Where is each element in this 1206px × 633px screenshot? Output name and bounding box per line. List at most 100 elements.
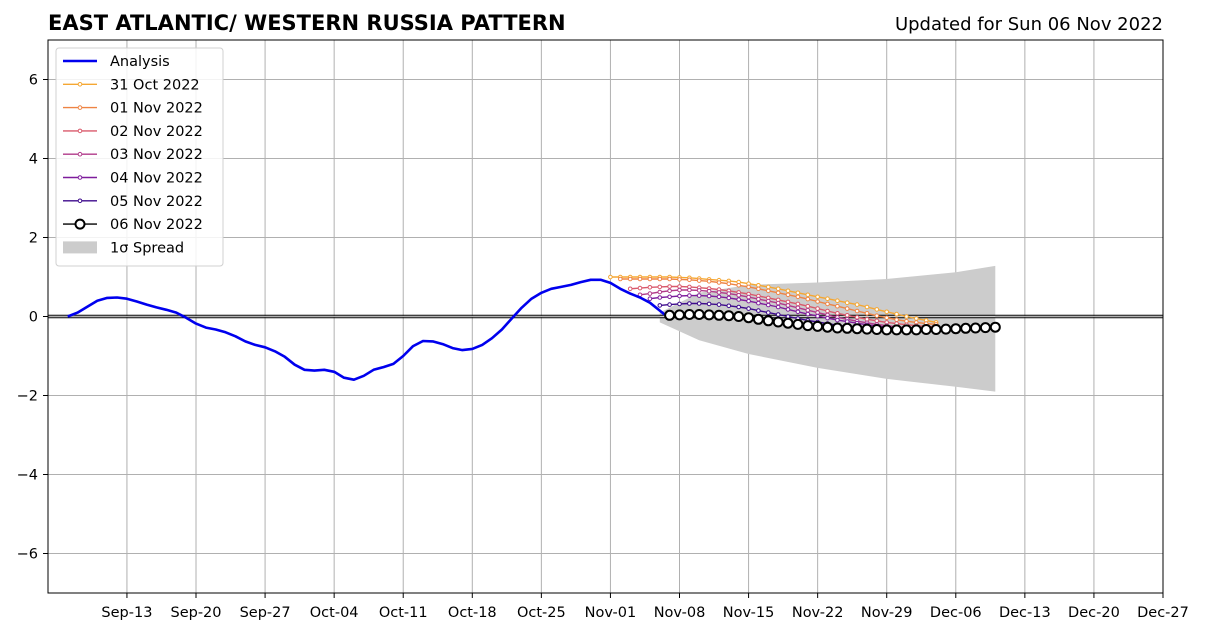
current-forecast-point <box>950 323 962 335</box>
forecast-point <box>657 289 663 295</box>
forecast-point <box>835 303 840 309</box>
current-forecast-point <box>822 321 833 333</box>
y-tick-label: −2 <box>17 389 38 405</box>
forecast-point <box>756 300 761 306</box>
forecast-point <box>736 292 742 298</box>
current-forecast-point <box>891 324 903 336</box>
forecast-point <box>805 296 811 302</box>
x-tick-label: Sep-27 <box>240 605 291 621</box>
forecast-point <box>736 297 742 302</box>
forecast-point <box>815 299 820 304</box>
y-tick-label: 0 <box>29 310 38 326</box>
current-forecast-point <box>812 320 824 332</box>
y-tick-label: 4 <box>29 152 38 168</box>
x-tick-label: Nov-08 <box>654 605 706 621</box>
forecast-point <box>884 309 890 315</box>
forecast-point <box>835 317 840 323</box>
x-tick-label: Oct-25 <box>517 605 566 621</box>
current-forecast-point <box>920 324 932 335</box>
forecast-point <box>864 304 870 310</box>
legend-label: Analysis <box>110 54 170 70</box>
forecast-point <box>667 302 672 307</box>
x-tick-label: Oct-04 <box>310 605 359 621</box>
forecast-point <box>687 287 692 293</box>
plot-frame <box>47 39 1164 594</box>
current-forecast-point <box>792 318 804 330</box>
legend-swatch-marker <box>77 82 83 87</box>
forecast-point <box>696 288 702 293</box>
current-forecast-point <box>733 311 745 322</box>
forecast-point <box>677 301 682 307</box>
forecast-point <box>805 303 811 309</box>
current-forecast-point <box>861 323 873 335</box>
forecast-point <box>775 312 781 317</box>
forecast-point <box>657 303 663 308</box>
forecast-point <box>746 284 751 290</box>
legend-label: 01 Nov 2022 <box>110 101 203 117</box>
forecast-point <box>894 311 899 317</box>
forecast-point <box>687 277 692 283</box>
forecast-point <box>775 286 781 292</box>
forecast-point <box>667 294 672 300</box>
x-tick-label: Dec-20 <box>1068 605 1120 621</box>
forecast-point <box>657 295 663 300</box>
legend-label: 31 Oct 2022 <box>110 77 200 93</box>
forecast-point <box>716 302 722 307</box>
current-forecast-point <box>841 322 853 334</box>
forecast-point <box>647 296 653 302</box>
current-forecast-point <box>960 322 972 334</box>
forecast-point <box>756 308 761 313</box>
forecast-point <box>716 280 722 285</box>
forecast-point <box>785 303 791 308</box>
forecast-point <box>618 276 623 282</box>
forecast-point <box>687 293 692 298</box>
forecast-point <box>844 300 850 306</box>
x-tick-label: Sep-20 <box>171 605 222 621</box>
current-forecast-point <box>989 321 1001 333</box>
forecast-point <box>647 285 653 290</box>
forecast-point <box>815 306 820 311</box>
legend-swatch-marker <box>77 198 83 204</box>
legend-label: 06 Nov 2022 <box>110 217 203 233</box>
x-tick-label: Dec-06 <box>930 605 982 621</box>
current-forecast-point <box>782 317 794 329</box>
forecast-point <box>637 285 643 291</box>
current-forecast-point <box>851 323 863 335</box>
forecast-point <box>746 294 751 300</box>
current-forecast-point <box>743 312 755 324</box>
forecast-point <box>766 284 771 290</box>
forecast-point <box>756 286 761 292</box>
current-forecast-point <box>831 322 843 334</box>
legend: Analysis 31 Oct 2022 01 Nov 2022 02 Nov 202… <box>55 47 224 267</box>
axes: Sep-13 Sep-20 Sep-27 Oct-04 Oct-11 Oct-18 Oct-… <box>17 39 1189 621</box>
forecast-point <box>716 294 722 300</box>
x-tick-label: Oct-11 <box>379 605 428 621</box>
legend-swatch-marker <box>77 128 83 134</box>
forecast-point <box>864 311 870 316</box>
y-tick-label: 2 <box>29 231 38 247</box>
analysis-line <box>67 278 671 382</box>
forecast-point <box>785 292 791 298</box>
forecast-point <box>647 291 653 296</box>
forecast-point <box>795 301 801 307</box>
legend-swatch-current-marker <box>74 218 86 230</box>
forecast-point <box>677 293 682 299</box>
forecast-point <box>726 303 732 309</box>
forecast-point <box>835 298 840 304</box>
forecast-point <box>785 307 791 312</box>
forecast-point <box>825 308 830 314</box>
forecast-point <box>815 294 820 300</box>
forecast-point <box>736 283 742 288</box>
current-forecast-point <box>723 310 735 322</box>
forecast-point <box>775 300 781 306</box>
current-forecast-point <box>674 309 685 321</box>
current-forecast-point <box>930 324 942 335</box>
current-forecast-point <box>802 320 814 332</box>
forecast-point <box>677 287 682 293</box>
forecast-point <box>785 288 791 294</box>
current-forecast-point <box>881 324 893 336</box>
legend-label: 03 Nov 2022 <box>110 147 203 163</box>
forecast-point <box>874 313 880 319</box>
forecast-point <box>795 309 801 315</box>
